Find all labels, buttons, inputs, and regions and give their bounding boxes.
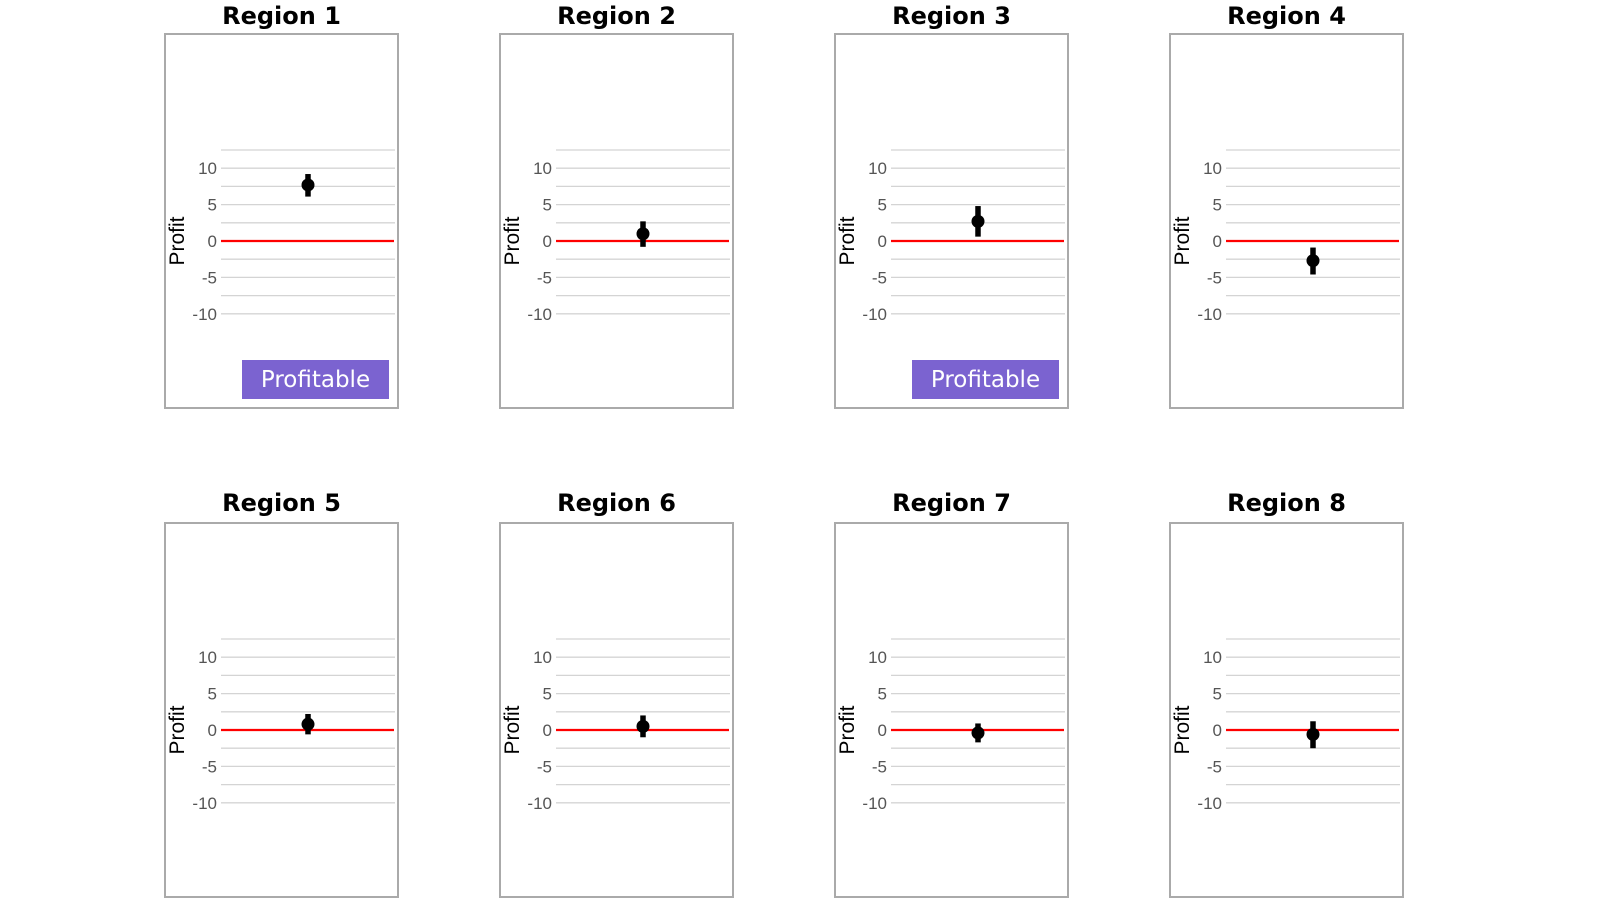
panel-frame [1169,33,1404,409]
y-tick-label: -10 [527,305,552,324]
y-axis-label: Profit [166,705,189,754]
y-axis-label: Profit [836,216,859,265]
profitable-badge [912,360,1059,399]
panel-title: Region 3 [892,2,1011,30]
y-tick-label: -10 [1197,794,1222,813]
panel-title: Region 4 [1227,2,1346,30]
y-tick-label: 0 [878,721,887,740]
y-tick-label: -10 [527,794,552,813]
panel-frame [164,33,399,409]
y-tick-label: -10 [1197,305,1222,324]
panel-title: Region 5 [222,489,341,517]
y-tick-label: -10 [862,305,887,324]
profitable-badge-label: Profitable [931,367,1040,393]
chart-panel-1: Region 1 10 5 0 -5 -10 Profit Profitable [164,2,399,409]
y-tick-label: 0 [1213,232,1222,251]
panel-frame [834,522,1069,898]
y-tick-label: 10 [1203,648,1222,667]
y-axis-label: Profit [1171,705,1194,754]
chart-panel-6: Region 6 10 5 0 -5 -10 Profit [499,489,734,898]
y-tick-label: -5 [202,757,217,776]
panel-frame [164,522,399,898]
y-tick-label: -5 [872,757,887,776]
panel-title: Region 2 [557,2,676,30]
point-estimate [301,178,315,192]
point-estimate [971,214,985,228]
y-tick-label: 0 [543,232,552,251]
panel-title: Region 1 [222,2,341,30]
y-tick-label: -5 [872,268,887,287]
y-tick-label: 0 [208,232,217,251]
point-estimate [301,717,315,731]
y-tick-label: 5 [208,196,217,215]
y-tick-label: 0 [1213,721,1222,740]
chart-panel-8: Region 8 10 5 0 -5 -10 Profit [1169,489,1404,898]
y-tick-label: -5 [202,268,217,287]
chart-panel-2: Region 2 10 5 0 -5 -10 Profit [499,2,734,409]
panel-title: Region 8 [1227,489,1346,517]
y-tick-label: 0 [543,721,552,740]
y-tick-label: -5 [537,757,552,776]
chart-panel-5: Region 5 10 5 0 -5 -10 Profit [164,489,399,898]
panel-frame [499,33,734,409]
y-tick-label: -5 [1207,757,1222,776]
y-tick-label: 10 [868,648,887,667]
y-tick-label: 10 [198,159,217,178]
point-estimate [1306,727,1320,741]
y-tick-label: 10 [533,159,552,178]
y-tick-label: 10 [533,648,552,667]
y-tick-label: 5 [1213,196,1222,215]
y-axis-label: Profit [836,705,859,754]
y-axis-label: Profit [1171,216,1194,265]
y-axis-label: Profit [501,216,524,265]
chart-panel-7: Region 7 10 5 0 -5 -10 Profit [834,489,1069,898]
y-tick-label: 5 [878,196,887,215]
profitable-badge-label: Profitable [261,367,370,393]
y-tick-label: 5 [1213,685,1222,704]
y-tick-label: -5 [1207,268,1222,287]
y-tick-label: 5 [543,196,552,215]
panel-title: Region 6 [557,489,676,517]
point-estimate [971,726,985,740]
panel-frame [834,33,1069,409]
y-tick-label: 5 [208,685,217,704]
y-tick-label: -10 [192,794,217,813]
y-tick-label: -10 [192,305,217,324]
y-axis-label: Profit [166,216,189,265]
y-tick-label: 0 [878,232,887,251]
point-estimate [1306,254,1320,268]
chart-panel-3: Region 3 10 5 0 -5 -10 Profit Profitable [834,2,1069,409]
y-tick-label: 10 [198,648,217,667]
y-tick-label: -10 [862,794,887,813]
y-tick-label: 10 [1203,159,1222,178]
y-tick-label: -5 [537,268,552,287]
y-axis-label: Profit [501,705,524,754]
panel-frame [499,522,734,898]
y-tick-label: 5 [878,685,887,704]
y-tick-label: 10 [868,159,887,178]
panel-title: Region 7 [892,489,1011,517]
panel-frame [1169,522,1404,898]
chart-panel-4: Region 4 10 5 0 -5 -10 Profit [1169,2,1404,409]
profitable-badge [242,360,389,399]
point-estimate [636,719,650,733]
y-tick-label: 0 [208,721,217,740]
point-estimate [636,227,650,241]
y-tick-label: 5 [543,685,552,704]
